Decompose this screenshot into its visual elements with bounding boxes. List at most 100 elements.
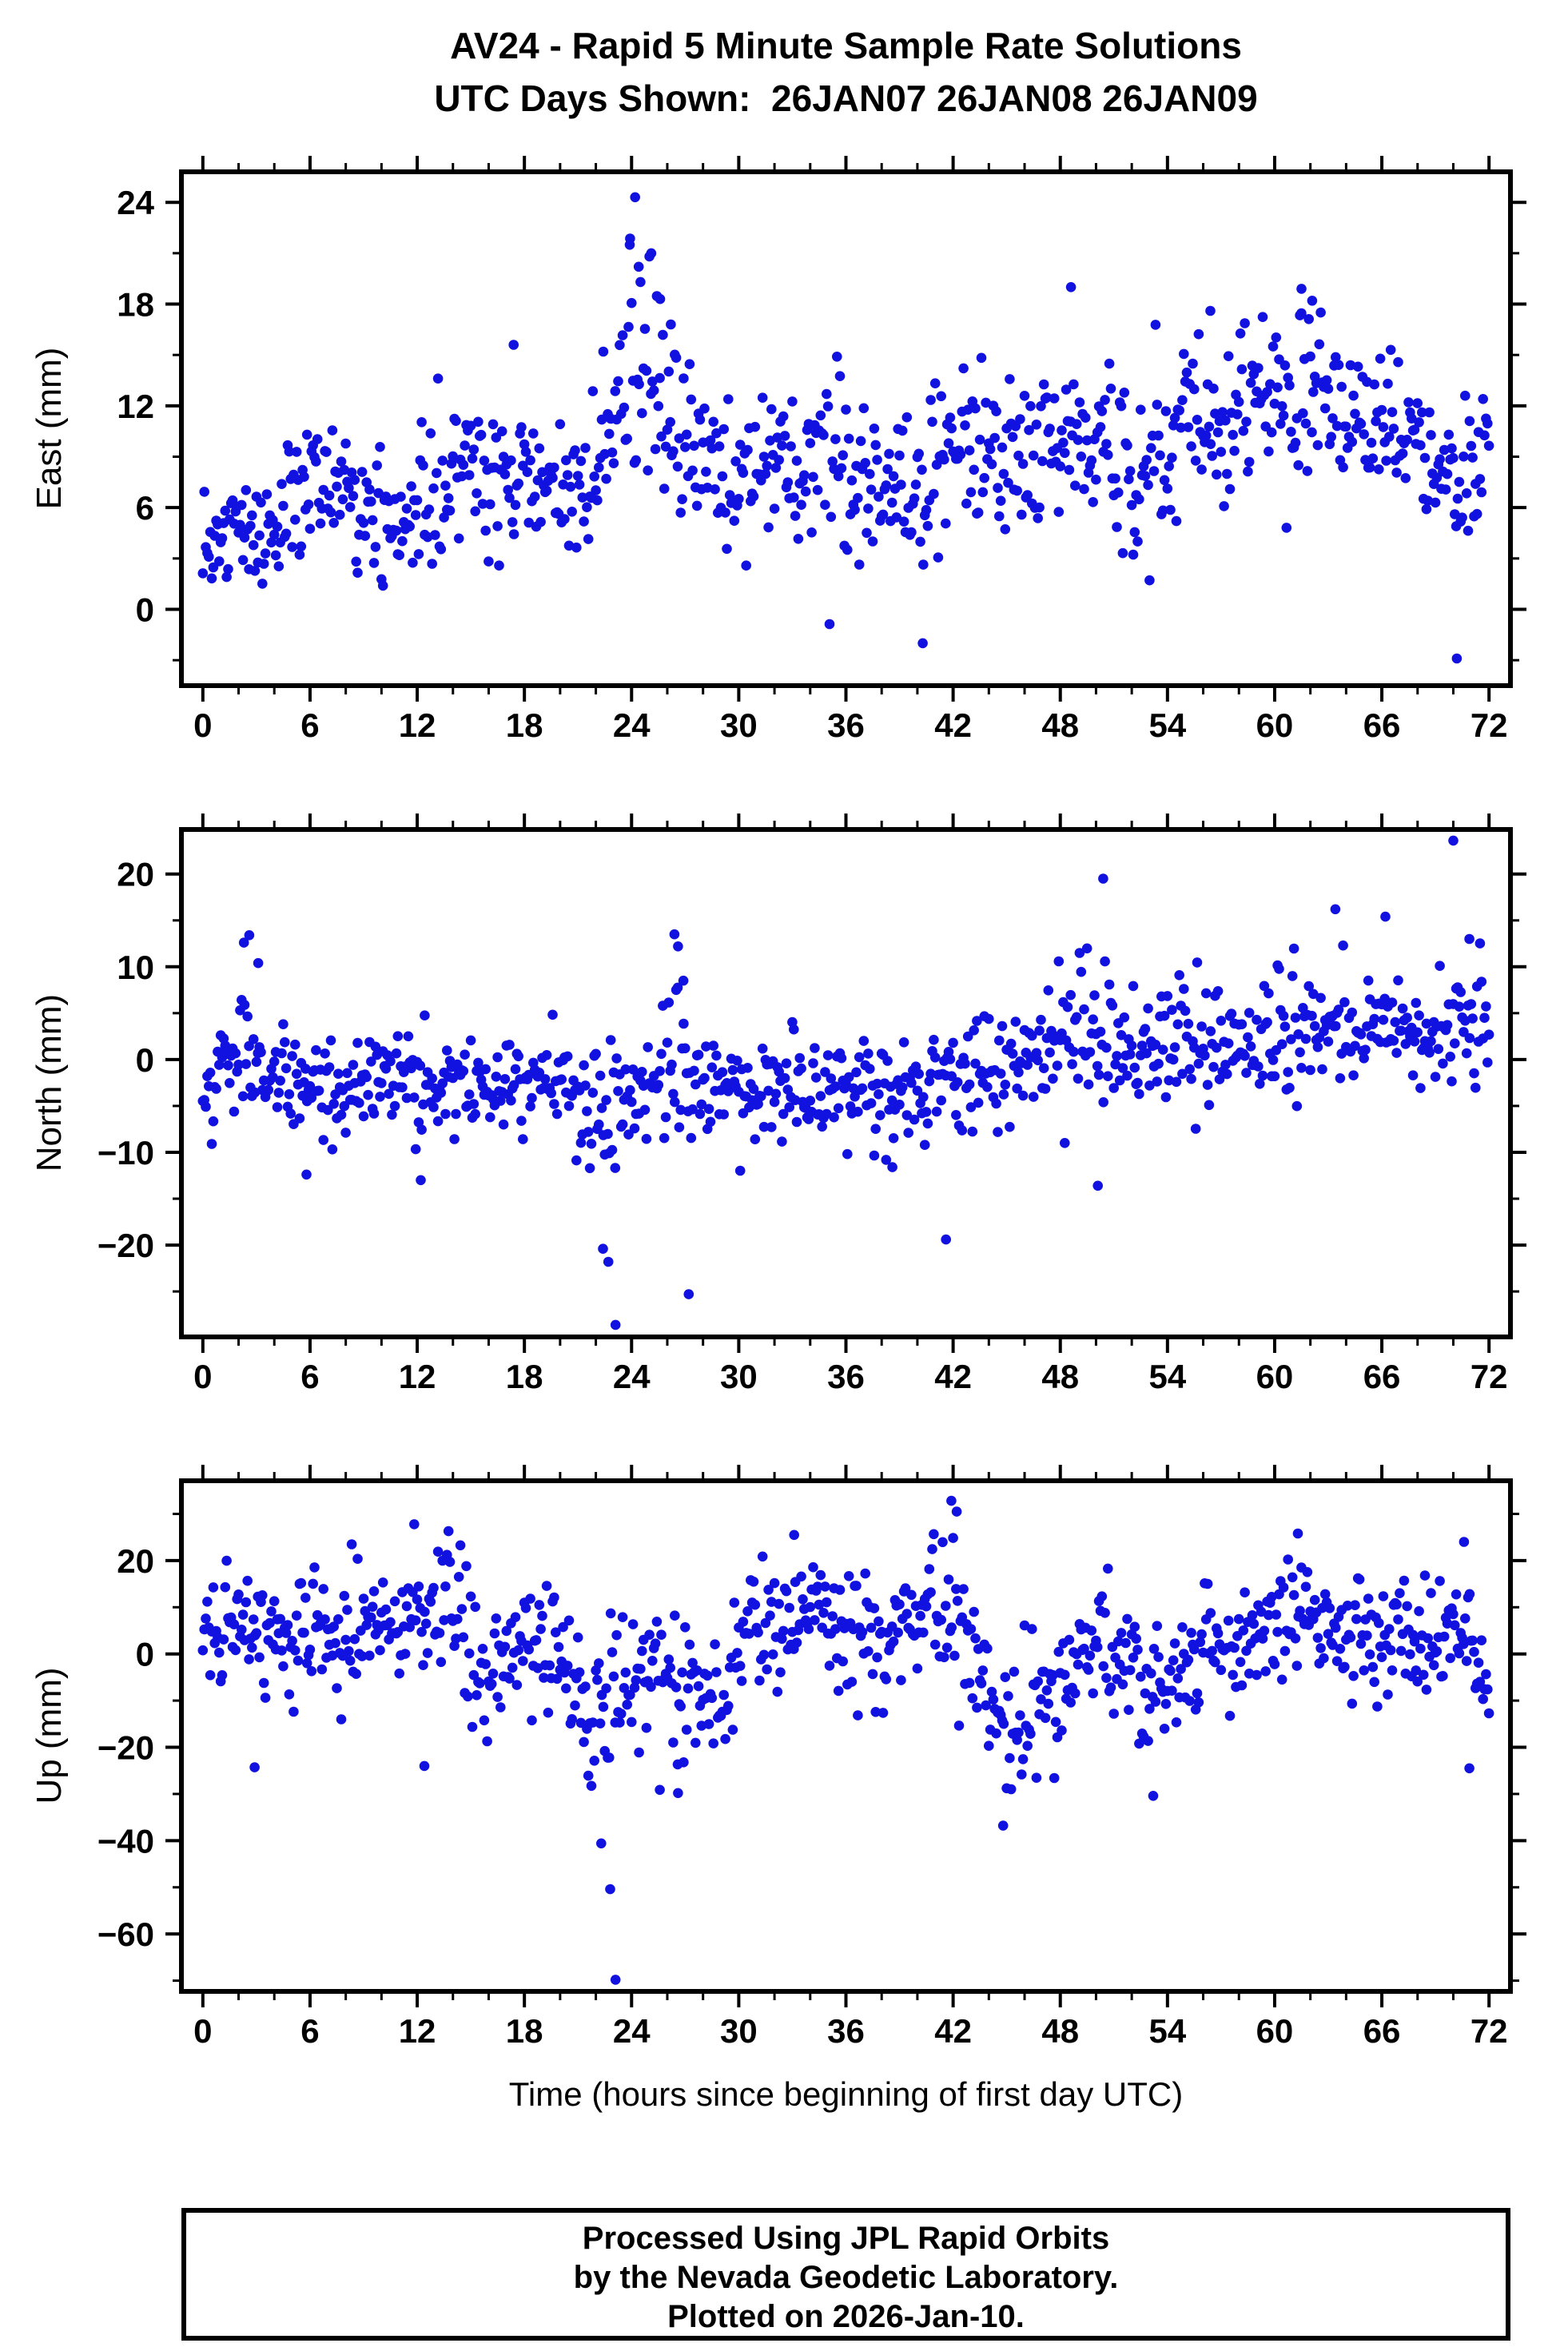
data-point bbox=[453, 533, 464, 544]
data-point bbox=[758, 1649, 770, 1661]
data-point bbox=[1351, 1613, 1362, 1625]
data-point-outlier bbox=[238, 937, 249, 948]
data-point bbox=[1095, 422, 1106, 432]
data-point bbox=[1415, 1083, 1426, 1093]
data-point bbox=[641, 365, 652, 376]
data-point bbox=[1204, 1100, 1215, 1111]
data-point bbox=[888, 1133, 899, 1144]
data-point bbox=[340, 1634, 351, 1645]
data-point bbox=[1025, 1728, 1036, 1739]
data-point bbox=[1169, 1042, 1180, 1052]
data-point bbox=[247, 510, 257, 521]
data-point bbox=[220, 505, 231, 516]
data-point bbox=[406, 1063, 416, 1074]
data-point bbox=[403, 1031, 414, 1042]
data-point bbox=[349, 475, 360, 485]
data-point bbox=[994, 1035, 1005, 1046]
data-point bbox=[1169, 412, 1180, 424]
data-point bbox=[217, 1052, 228, 1063]
plot-frame bbox=[179, 1478, 1513, 1994]
data-point bbox=[757, 392, 768, 404]
data-point bbox=[681, 429, 692, 440]
data-point bbox=[986, 459, 997, 470]
data-point bbox=[563, 1615, 575, 1626]
data-point bbox=[1079, 1643, 1089, 1654]
data-point bbox=[1384, 432, 1395, 442]
data-point bbox=[565, 481, 576, 492]
data-point bbox=[1150, 1697, 1161, 1707]
data-point bbox=[643, 465, 653, 475]
data-point-outlier bbox=[596, 1838, 607, 1849]
data-point bbox=[941, 1642, 953, 1653]
data-point bbox=[415, 1060, 426, 1071]
data-point bbox=[1196, 464, 1207, 475]
data-point bbox=[358, 1111, 369, 1122]
data-point bbox=[970, 1058, 981, 1069]
data-point bbox=[361, 1072, 372, 1083]
data-point bbox=[451, 416, 461, 426]
data-point bbox=[1235, 1657, 1246, 1668]
data-point bbox=[815, 1569, 826, 1581]
data-point bbox=[547, 1009, 558, 1020]
data-point bbox=[1388, 1036, 1399, 1046]
x-tick-label: 72 bbox=[1470, 706, 1508, 744]
data-point bbox=[647, 1656, 658, 1666]
data-point bbox=[428, 1582, 439, 1593]
data-point bbox=[1174, 970, 1184, 981]
data-point bbox=[953, 1720, 965, 1731]
data-point bbox=[1283, 1554, 1293, 1565]
data-point-outlier bbox=[789, 1530, 799, 1541]
data-point bbox=[1176, 1664, 1186, 1674]
data-point bbox=[702, 483, 713, 493]
data-point bbox=[810, 1072, 822, 1083]
data-point bbox=[265, 1617, 275, 1629]
data-point bbox=[711, 1667, 722, 1677]
data-point bbox=[567, 507, 577, 517]
data-point bbox=[693, 1681, 704, 1692]
data-point bbox=[1114, 1075, 1125, 1086]
data-point bbox=[291, 1610, 302, 1621]
data-point bbox=[1212, 1628, 1224, 1639]
data-point bbox=[1333, 1004, 1344, 1015]
data-point bbox=[1132, 536, 1143, 547]
data-point bbox=[289, 1706, 299, 1717]
data-point bbox=[392, 1031, 404, 1041]
data-point bbox=[710, 484, 720, 495]
data-point bbox=[1286, 427, 1296, 437]
data-point bbox=[324, 1062, 335, 1072]
data-point bbox=[1167, 452, 1177, 463]
data-point bbox=[952, 1596, 963, 1606]
data-point bbox=[394, 1668, 405, 1679]
data-point bbox=[629, 1682, 640, 1693]
data-point bbox=[1257, 312, 1268, 322]
data-point bbox=[888, 471, 899, 482]
data-point bbox=[361, 1620, 372, 1630]
data-point bbox=[432, 1546, 444, 1557]
data-point bbox=[960, 1058, 970, 1069]
data-point bbox=[1228, 429, 1238, 440]
data-point bbox=[214, 1647, 225, 1658]
data-point bbox=[675, 1701, 686, 1712]
data-point bbox=[1421, 503, 1432, 515]
data-point bbox=[456, 1604, 468, 1614]
data-point bbox=[1104, 358, 1115, 369]
data-point bbox=[1235, 328, 1246, 339]
data-point bbox=[1414, 417, 1424, 428]
data-point bbox=[974, 434, 985, 445]
data-point bbox=[672, 982, 683, 993]
data-point bbox=[964, 1677, 975, 1689]
data-point bbox=[770, 1088, 782, 1100]
data-point bbox=[851, 1067, 862, 1078]
data-point bbox=[230, 1048, 241, 1059]
data-point bbox=[1257, 1070, 1268, 1081]
data-point bbox=[991, 1728, 1001, 1739]
data-point bbox=[1236, 1019, 1248, 1029]
data-point bbox=[1467, 1013, 1478, 1024]
x-tick-label: 60 bbox=[1256, 1358, 1294, 1395]
data-point bbox=[412, 495, 423, 506]
data-point bbox=[1474, 1677, 1486, 1687]
data-point bbox=[272, 521, 283, 532]
data-point bbox=[1098, 1661, 1108, 1672]
data-point bbox=[1126, 499, 1137, 511]
data-point bbox=[1291, 1661, 1303, 1671]
